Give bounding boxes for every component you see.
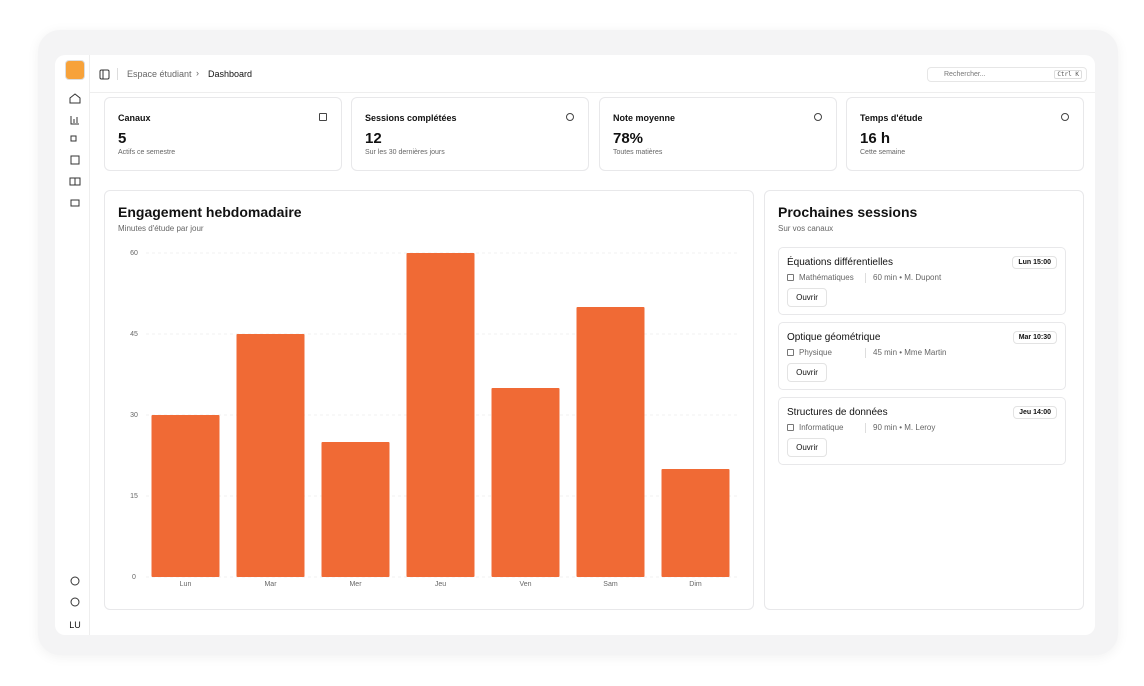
session-title: Optique géométrique [787, 332, 881, 343]
chart-title: Engagement hebdomadaire [118, 204, 302, 220]
session-details: 60 min • M. Dupont [873, 273, 942, 282]
session-subject: Mathématiques [799, 273, 854, 282]
stat-card: Sessions complétées 12 Sur les 30 dernière… [351, 97, 589, 171]
separator [865, 348, 866, 358]
sidebar-border [89, 55, 90, 635]
session-details: 45 min • Mme Martin [873, 348, 947, 357]
window: LU Espace étudiant › Dashboard Recherche… [55, 55, 1095, 635]
calendar-icon [787, 349, 794, 356]
session-subject: Physique [799, 348, 832, 357]
stat-value: 5 [118, 130, 127, 147]
bar [321, 442, 390, 577]
bar [406, 253, 475, 577]
bar [151, 415, 220, 577]
y-tick-label: 0 [132, 574, 136, 581]
stat-card: Temps d'étude 16 h Cette semaine [846, 97, 1084, 171]
stat-icon [566, 113, 574, 121]
stat-title: Note moyenne [613, 113, 676, 123]
session-badge: Jeu 14:00 [1013, 406, 1057, 419]
search-box[interactable]: Rechercher... Ctrl K [927, 67, 1087, 82]
session-subject: Informatique [799, 423, 844, 432]
x-tick-label: Mer [349, 581, 362, 588]
x-tick-label: Ven [519, 581, 531, 588]
stat-icon [1061, 113, 1069, 121]
lock-icon[interactable] [70, 199, 80, 207]
stat-icon [814, 113, 822, 121]
session-details: 90 min • M. Leroy [873, 423, 936, 432]
breadcrumb-item: Dashboard [208, 69, 253, 79]
chart-subtitle: Minutes d'étude par jour [118, 224, 204, 233]
y-tick-label: 15 [130, 493, 138, 500]
x-tick-label: Jeu [435, 581, 446, 588]
stat-value: 78% [613, 130, 644, 147]
stat-value: 16 h [860, 130, 891, 147]
bar [661, 469, 730, 577]
header-border [90, 92, 1095, 93]
sessions-card: Prochaines sessions Sur vos canaux Équat… [764, 190, 1084, 610]
session-badge: Lun 15:00 [1012, 256, 1057, 269]
session-item: Optique géométrique Mar 10:30 Physique 45 m… [778, 322, 1066, 390]
divider [117, 68, 118, 80]
calendar-icon [787, 424, 794, 431]
settings-icon[interactable] [70, 576, 80, 586]
open-button[interactable]: Ouvrir [787, 363, 827, 382]
help-icon[interactable] [70, 597, 80, 607]
y-tick-label: 45 [130, 331, 138, 338]
sidebar-bottom-icons [70, 576, 80, 607]
bar [491, 388, 560, 577]
bar [576, 307, 645, 577]
stat-caption: Sur les 30 dernières jours [365, 149, 445, 156]
session-title: Équations différentielles [787, 257, 893, 268]
logo[interactable] [65, 60, 85, 80]
stat-title: Temps d'étude [860, 113, 923, 123]
x-tick-label: Sam [603, 581, 618, 588]
separator [865, 423, 866, 433]
stat-caption: Cette semaine [860, 149, 906, 156]
x-tick-label: Dim [689, 581, 702, 588]
y-tick-label: 60 [130, 250, 138, 257]
stat-icon [319, 113, 327, 121]
chart: 0 15 30 45 60 Lun Mar Mer Jeu Ven Sam Dim [130, 250, 738, 588]
search-placeholder: Rechercher... [944, 71, 986, 78]
bar [236, 334, 305, 577]
stat-caption: Actifs ce semestre [118, 149, 176, 156]
sessions-subtitle: Sur vos canaux [778, 224, 834, 233]
stat-caption: Toutes matières [613, 149, 663, 156]
stat-card: Note moyenne 78% Toutes matières [599, 97, 837, 171]
x-tick-label: Mar [264, 581, 277, 588]
separator [865, 273, 866, 283]
x-tick-label: Lun [180, 581, 192, 588]
stat-title: Sessions complétées [365, 113, 457, 123]
sessions-title: Prochaines sessions [778, 204, 918, 220]
calendar-icon [787, 274, 794, 281]
session-title: Structures de données [787, 407, 888, 418]
session-badge: Mar 10:30 [1012, 331, 1057, 344]
shortcut: Ctrl K [1054, 70, 1082, 79]
toggle-icon[interactable] [99, 69, 111, 81]
stat-card: Canaux 5 Actifs ce semestre [104, 97, 342, 171]
chart-card: Engagement hebdomadaire Minutes d'étude … [104, 190, 754, 610]
chart-icon[interactable] [70, 116, 79, 125]
stat-value: 12 [365, 130, 382, 147]
session-item: Équations différentielles Lun 15:00 Mathém… [778, 247, 1066, 315]
breadcrumb-item[interactable]: Espace étudiant [127, 69, 192, 79]
stat-title: Canaux [118, 113, 151, 123]
open-button[interactable]: Ouvrir [787, 288, 827, 307]
book-icon[interactable] [69, 177, 81, 186]
home-icon[interactable] [69, 93, 81, 104]
session-item: Structures de données Jeu 14:00 Informatiq… [778, 397, 1066, 465]
breadcrumb-separator: › [196, 68, 199, 78]
open-button[interactable]: Ouvrir [787, 438, 827, 457]
channels-icon[interactable] [70, 135, 77, 142]
avatar[interactable]: LU [69, 620, 81, 630]
sidebar-icons [69, 93, 81, 207]
calendar-icon[interactable] [70, 155, 80, 165]
y-tick-label: 30 [130, 412, 138, 419]
